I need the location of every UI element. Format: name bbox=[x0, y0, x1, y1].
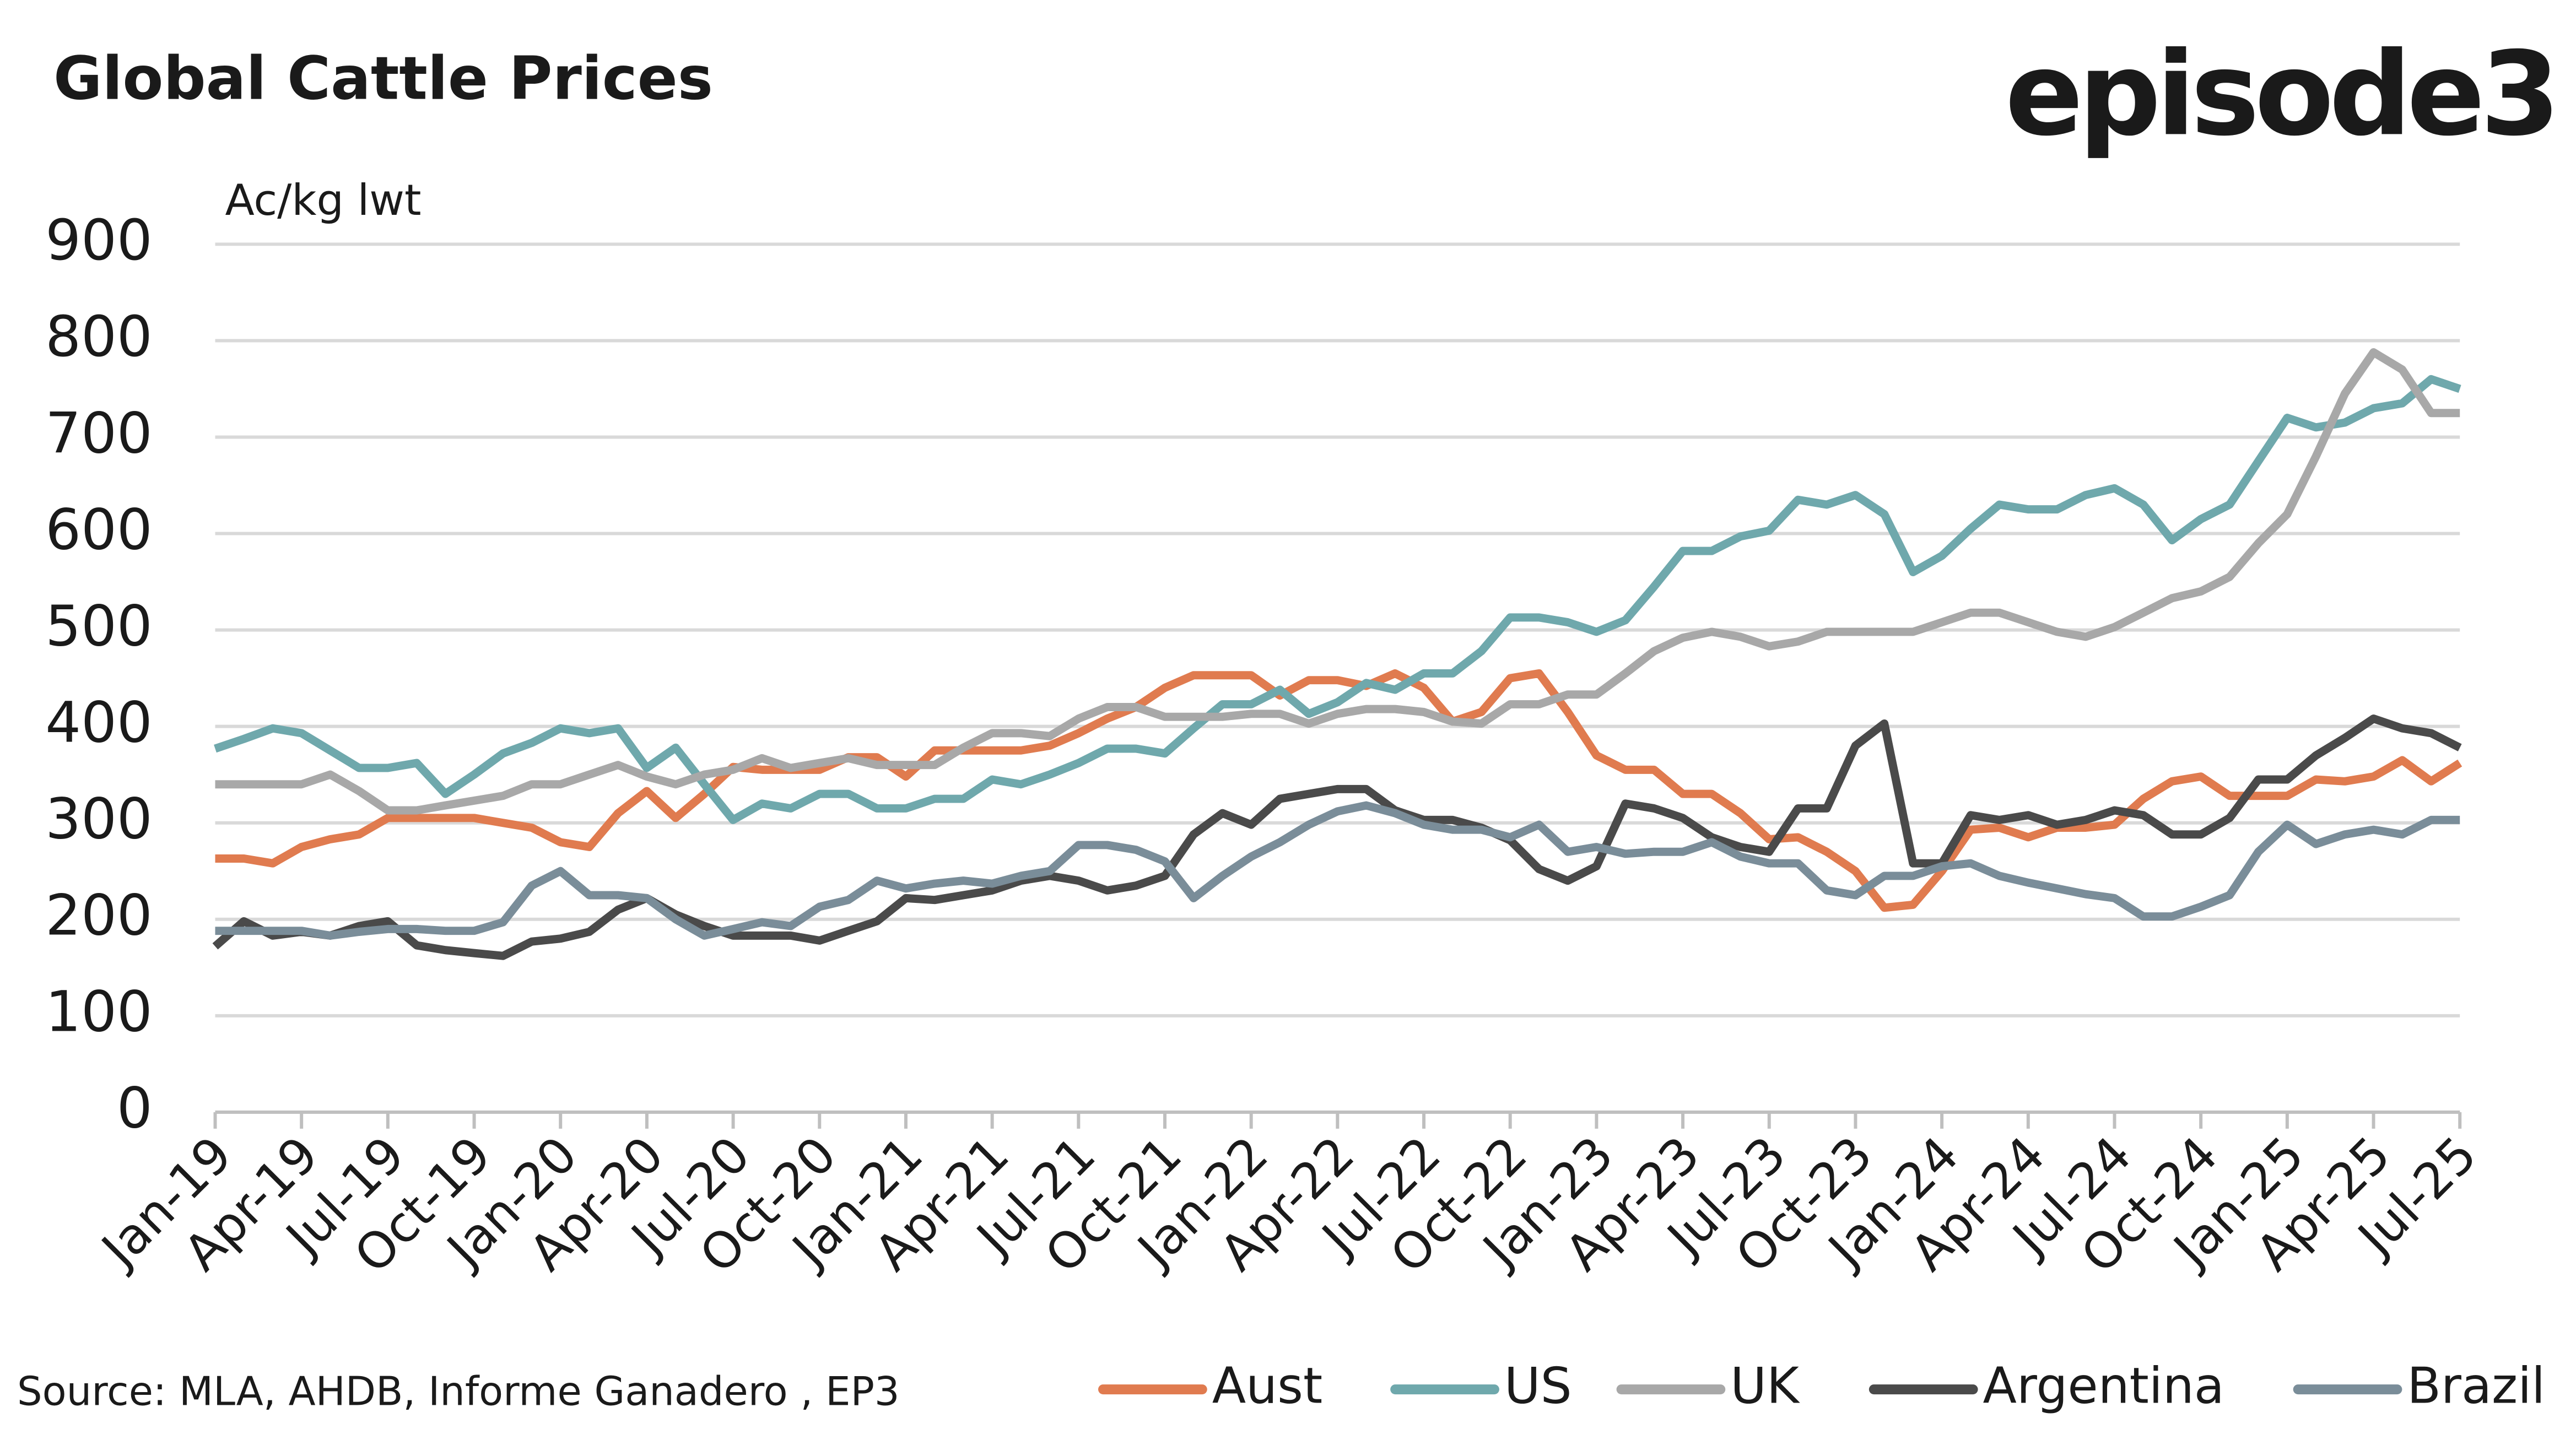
legend-label: UK bbox=[1730, 1358, 1800, 1415]
chart-title: Global Cattle Prices bbox=[53, 45, 713, 113]
y-axis-label: Ac/kg lwt bbox=[225, 176, 421, 225]
y-tick-label: 700 bbox=[45, 400, 152, 466]
y-tick-label: 300 bbox=[45, 787, 152, 852]
y-tick-label: 600 bbox=[45, 497, 152, 562]
series-line bbox=[215, 801, 2460, 940]
legend-label: Brazil bbox=[2407, 1358, 2545, 1415]
y-tick-label: 400 bbox=[45, 690, 152, 755]
source-note: Source: MLA, AHDB, Informe Ganadero , EP… bbox=[17, 1368, 900, 1415]
legend-label: Argentina bbox=[1983, 1358, 2224, 1415]
y-tick-label: 100 bbox=[45, 979, 152, 1045]
series-line bbox=[215, 348, 2460, 815]
series-line bbox=[215, 669, 2462, 912]
y-tick-label: 900 bbox=[45, 208, 152, 273]
y-tick-label: 200 bbox=[45, 883, 152, 949]
legend-label: Aust bbox=[1212, 1358, 1322, 1415]
series-line bbox=[212, 714, 2462, 960]
series-line bbox=[214, 375, 2461, 824]
y-tick-label: 500 bbox=[45, 593, 152, 659]
y-tick-label: 0 bbox=[117, 1076, 153, 1141]
legend-label: US bbox=[1504, 1358, 1572, 1415]
y-tick-label: 800 bbox=[45, 304, 152, 370]
logo: episode3 bbox=[2005, 27, 2556, 161]
